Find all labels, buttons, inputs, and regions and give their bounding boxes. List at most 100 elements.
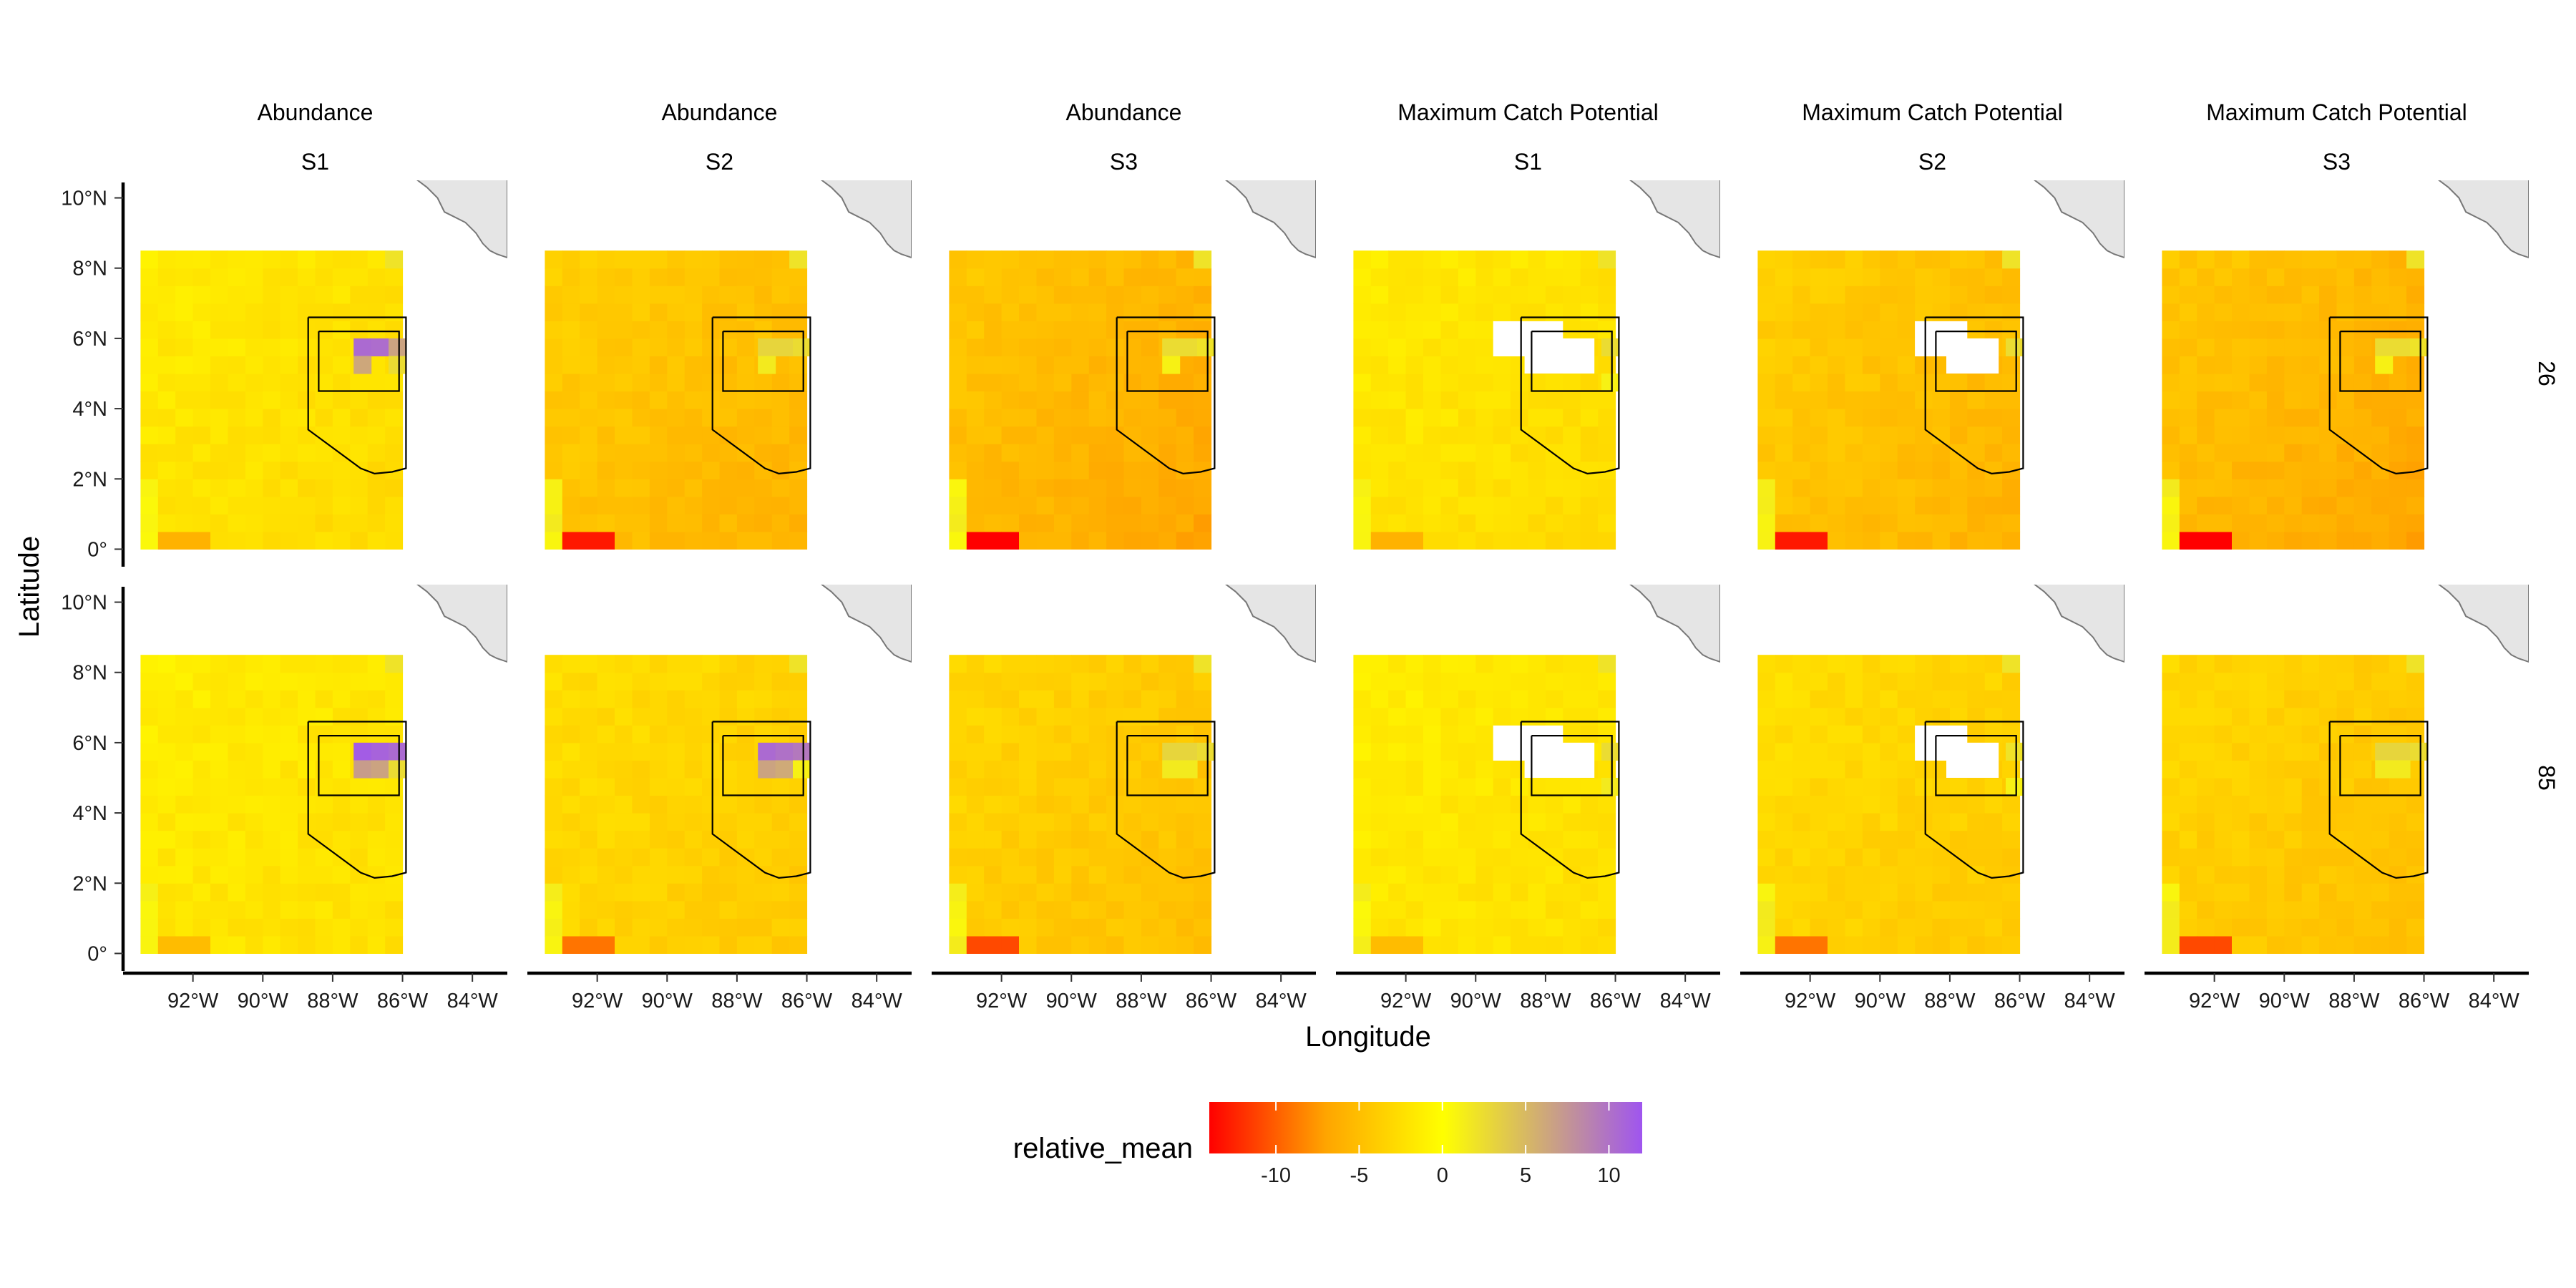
heat-cell [263, 778, 281, 796]
heat-cell [367, 830, 386, 849]
heat-cell [1001, 690, 1020, 708]
heat-cell [1053, 848, 1072, 867]
heat-cell [2162, 813, 2180, 831]
heat-cell [1158, 830, 1177, 849]
heat-cell [1862, 303, 1880, 321]
heat-cell [1580, 848, 1599, 867]
heat-cell [1810, 795, 1828, 814]
heat-cell [1528, 496, 1546, 514]
heat-cell [684, 444, 703, 462]
hotspot-cell [758, 356, 776, 374]
heat-cell [1088, 848, 1107, 867]
heat-cell [1932, 865, 1951, 884]
land-polygon [2438, 180, 2529, 259]
heat-cell [385, 444, 404, 462]
heat-cell [545, 514, 563, 532]
heat-cell [1580, 268, 1599, 286]
heat-cell [667, 303, 686, 321]
heat-cell [1475, 409, 1494, 427]
heat-cell [1862, 655, 1880, 673]
heat-cell [2249, 338, 2268, 356]
heat-cell [1949, 531, 1968, 550]
heat-cell [1511, 795, 1529, 814]
heat-cell [1511, 444, 1529, 462]
heat-cell [1775, 321, 1793, 339]
heat-cell [1810, 391, 1828, 409]
heat-cell [192, 690, 211, 708]
heat-cell [597, 374, 615, 392]
heat-cell [1915, 286, 1933, 304]
heat-cell [1792, 918, 1811, 937]
heat-cell [2284, 479, 2303, 497]
heat-cell [789, 778, 808, 796]
heat-cell [1194, 514, 1212, 532]
heat-cell [702, 479, 721, 497]
heat-cell [2179, 778, 2197, 796]
heat-cell [615, 672, 633, 691]
heat-cell [2406, 900, 2425, 919]
heat-cell [1792, 707, 1811, 726]
heat-cell [562, 760, 580, 779]
heat-cell [332, 286, 351, 304]
heat-cell [1757, 514, 1776, 532]
heat-cell [2197, 479, 2215, 497]
heat-cell [2301, 813, 2320, 831]
heat-cell [1598, 918, 1616, 937]
heat-cell [1176, 391, 1194, 409]
heat-cell [2214, 865, 2233, 884]
x-tick-label: 88°W [1116, 990, 1167, 1013]
heat-cell [1353, 338, 1372, 356]
heat-cell [1440, 672, 1459, 691]
heat-cell [649, 725, 668, 743]
heat-cell [2266, 286, 2285, 304]
heat-cell [1932, 479, 1951, 497]
heat-cell [1897, 338, 1916, 356]
heat-cell [2284, 690, 2303, 708]
heat-cell [771, 883, 790, 902]
heat-cell [1194, 268, 1212, 286]
heat-cell [350, 514, 369, 532]
heat-cell [1984, 778, 2003, 796]
heat-cell [966, 356, 985, 374]
heat-cell [2249, 250, 2268, 269]
heat-cell [1580, 935, 1599, 954]
heat-cell [1088, 725, 1107, 743]
heat-cell [1176, 250, 1194, 269]
heat-cell [1370, 918, 1389, 937]
heat-cell [1176, 883, 1194, 902]
heat-cell [2162, 391, 2180, 409]
heat-cell [984, 531, 1002, 550]
heat-cell [1353, 742, 1372, 761]
heat-cell [684, 848, 703, 867]
heat-cell [649, 935, 668, 954]
heat-cell [2179, 813, 2197, 831]
heat-cell [1123, 778, 1142, 796]
legend-tick-label: -10 [1261, 1164, 1291, 1187]
heat-cell [1915, 338, 1933, 356]
heat-cell [1458, 935, 1476, 954]
heat-cell [2249, 496, 2268, 514]
heat-cell [754, 426, 773, 444]
heat-cell [2266, 707, 2285, 726]
heat-cell [332, 795, 351, 814]
heat-cell [1158, 374, 1177, 392]
heat-cell [1158, 531, 1177, 550]
heat-cell [615, 813, 633, 831]
heat-cell [157, 268, 176, 286]
heat-cell [1563, 935, 1581, 954]
heat-cell [562, 795, 580, 814]
heat-cell [298, 778, 316, 796]
heat-cell [157, 725, 176, 743]
heat-cell [1440, 707, 1459, 726]
panel-85-3 [949, 585, 1316, 954]
heat-cell [2353, 935, 2372, 954]
heat-cell [632, 531, 650, 550]
facet-strip-bottom: S3 [1110, 149, 1138, 175]
heat-cell [1967, 918, 1986, 937]
heat-cell [350, 848, 369, 867]
heat-cell [771, 918, 790, 937]
heat-cell [2336, 813, 2355, 831]
heat-cell [1353, 778, 1372, 796]
heat-cell [789, 303, 808, 321]
heat-cell [1493, 883, 1511, 902]
